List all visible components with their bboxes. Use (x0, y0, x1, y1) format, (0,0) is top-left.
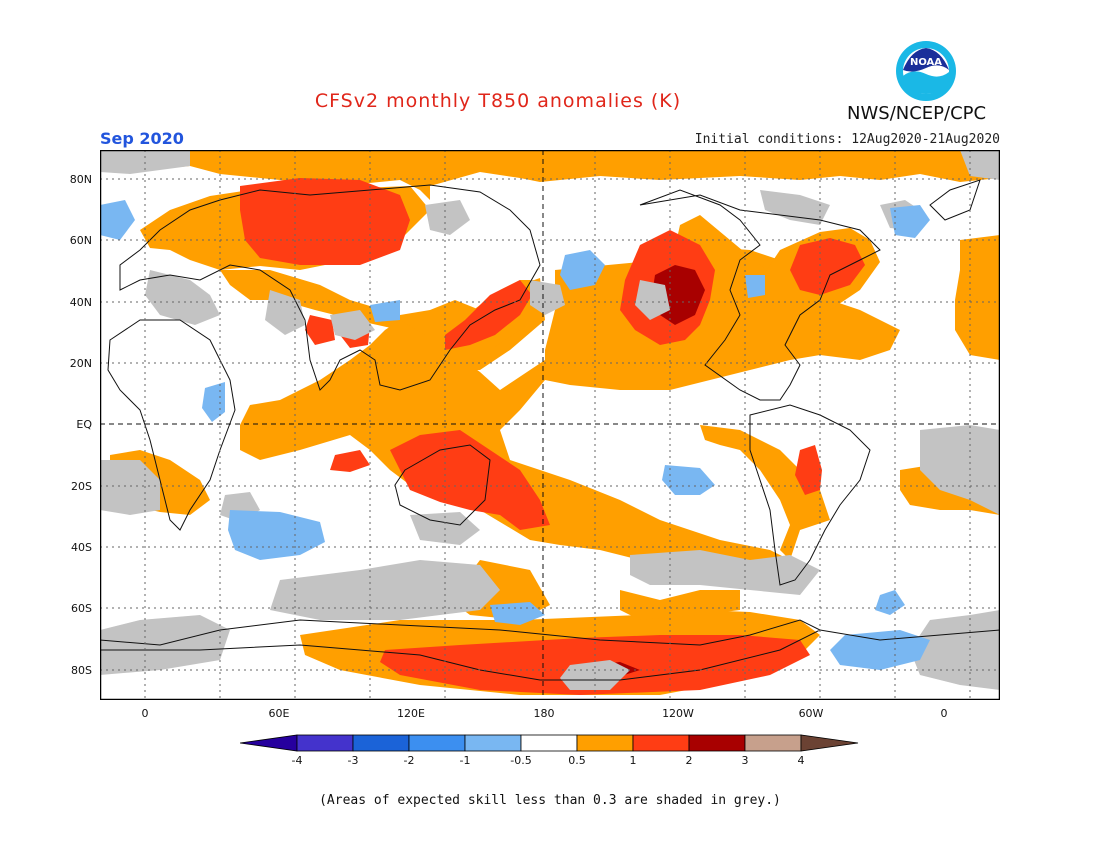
map-frame (100, 150, 1000, 700)
colorbar-label: 2 (685, 754, 693, 767)
colorbar-label: -2 (403, 754, 415, 767)
colorbar-cell (296, 734, 354, 752)
initial-conditions: Initial conditions: 12Aug2020-21Aug2020 (694, 132, 1000, 147)
lat-label-80N: 80N (69, 173, 92, 186)
agency-label: NWS/NCEP/CPC (847, 103, 987, 124)
colorbar-label: 3 (741, 754, 749, 767)
coastlines (100, 179, 1000, 681)
lat-label-40N: 40N (69, 296, 92, 309)
lat-label-80S: 80S (71, 664, 92, 677)
lat-label-20S: 20S (71, 480, 92, 493)
colorbar-label: -1 (459, 754, 471, 767)
lon-label-120E: 120E (397, 707, 425, 720)
lon-label-120W: 120W (662, 707, 694, 720)
colorbar-label: 0.5 (568, 754, 586, 767)
colorbar-cell (352, 734, 410, 752)
skill-note: (Areas of expected skill less than 0.3 a… (319, 793, 781, 808)
lon-label-0-east: 0 (940, 707, 948, 720)
colorbar-cell (744, 734, 802, 752)
lon-label-60W: 60W (798, 707, 824, 720)
lon-label-60E: 60E (268, 707, 290, 720)
anomaly-map (100, 150, 1000, 700)
gridlines (100, 150, 1000, 700)
lat-label-20N: 20N (69, 357, 92, 370)
noaa-logo: NOAA (896, 41, 956, 101)
colorbar-label: -0.5 (510, 754, 532, 767)
colorbar-cell (632, 734, 690, 752)
forecast-month: Sep 2020 (100, 129, 184, 148)
colorbar (240, 734, 859, 752)
colorbar-cell (408, 734, 466, 752)
lon-label-0: 0 (141, 707, 149, 720)
anomaly-region-neg-0.5-1 (100, 200, 930, 670)
lat-label-eq: EQ (76, 418, 92, 431)
lon-label-180: 180 (533, 707, 555, 720)
colorbar-label: 4 (797, 754, 805, 767)
colorbar-cell (688, 734, 746, 752)
colorbar-label: 1 (629, 754, 637, 767)
lat-label-60N: 60N (69, 234, 92, 247)
colorbar-arrow-high (800, 734, 859, 752)
chart-title: CFSv2 monthly T850 anomalies (K) (314, 90, 682, 112)
colorbar-cell (464, 734, 522, 752)
colorbar-label: -3 (347, 754, 359, 767)
lat-label-40S: 40S (71, 541, 92, 554)
logo-text: NOAA (910, 57, 942, 68)
lat-label-60S: 60S (71, 602, 92, 615)
equator-dateline (100, 150, 1000, 700)
colorbar-label: -4 (291, 754, 303, 767)
colorbar-arrow-low (240, 734, 298, 752)
colorbar-cell (520, 734, 578, 752)
colorbar-cell (576, 734, 634, 752)
